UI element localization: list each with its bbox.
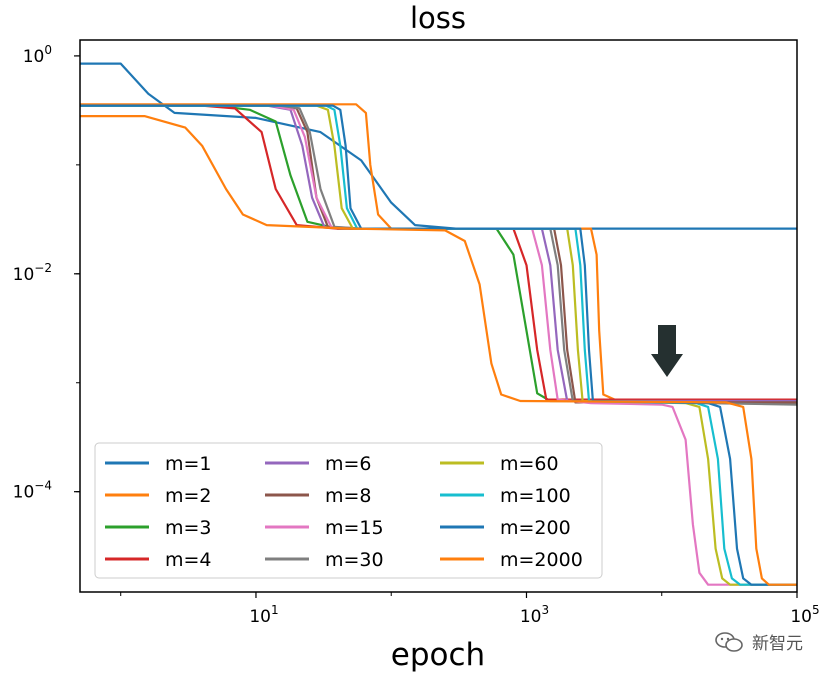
- series-line-m-30: [80, 104, 797, 406]
- x-tick-label: 101: [249, 603, 278, 627]
- y-tick-label: 10−2: [13, 261, 52, 285]
- x-axis-label: epoch: [391, 637, 485, 673]
- plot-frame: [79, 39, 798, 593]
- y-tick-label: 100: [23, 43, 52, 67]
- series-line-m-2: [80, 103, 797, 401]
- series-group: [80, 62, 797, 586]
- legend-label: m=8: [325, 485, 372, 507]
- legend-label: m=15: [325, 517, 384, 539]
- series-line-m-100: [80, 104, 797, 586]
- axis-ticks: 101 103 105 100 10−2 10−4: [13, 43, 820, 627]
- legend-label: m=100: [500, 485, 571, 507]
- watermark: 新智元: [714, 629, 803, 654]
- legend-label: m=200: [500, 517, 571, 539]
- watermark-text: 新智元: [752, 634, 803, 654]
- down-arrow-icon: [651, 325, 683, 377]
- legend-label: m=60: [500, 453, 559, 475]
- legend-label: m=4: [165, 549, 212, 571]
- x-tick-label: 105: [790, 603, 819, 627]
- series-line-m-2000: [80, 115, 797, 586]
- series-line-m-8: [80, 104, 797, 404]
- series-line-m-4: [80, 104, 797, 401]
- legend: m=1 m=2 m=3 m=4 m=6 m=8 m=15 m=30 m=60 m=100 m=200…: [94, 442, 603, 579]
- wechat-icon: [715, 631, 743, 652]
- chart-title: loss: [410, 1, 466, 35]
- legend-label: m=2000: [500, 549, 583, 571]
- series-line-m-6: [80, 104, 797, 403]
- legend-label: m=2: [165, 485, 212, 507]
- series-line-m-1: [80, 62, 797, 230]
- legend-label: m=6: [325, 453, 372, 475]
- series-line-m-60: [80, 104, 797, 586]
- series-line-m-3: [80, 104, 797, 403]
- legend-box: [94, 442, 603, 579]
- legend-label: m=3: [165, 517, 212, 539]
- legend-label: m=30: [325, 549, 384, 571]
- y-tick-label: 10−4: [13, 479, 52, 503]
- series-line-m-15: [80, 104, 797, 586]
- series-line-m-200: [80, 104, 797, 586]
- legend-label: m=1: [165, 453, 212, 475]
- x-tick-label: 103: [520, 603, 549, 627]
